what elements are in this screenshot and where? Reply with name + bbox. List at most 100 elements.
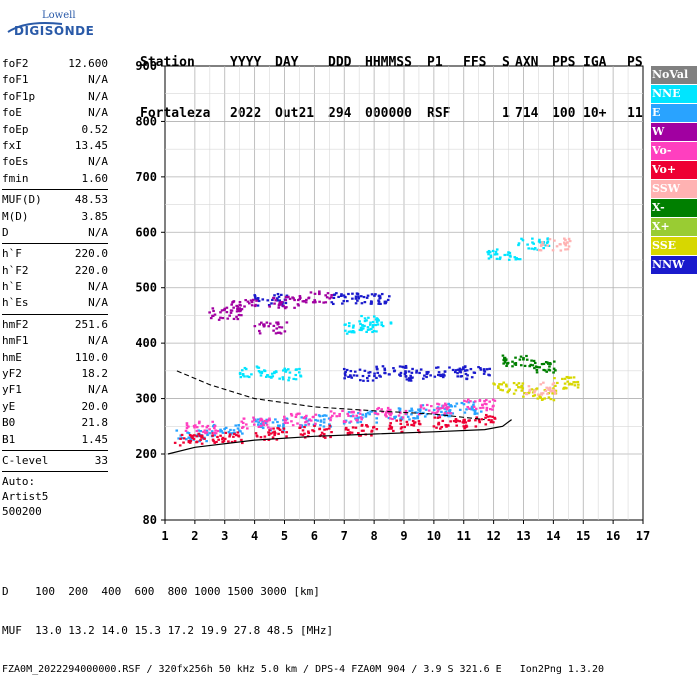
echo-point — [303, 300, 306, 303]
echo-point — [485, 368, 489, 371]
echo-point — [221, 431, 225, 434]
echo-point — [383, 300, 387, 303]
echo-point — [243, 375, 246, 378]
echo-point — [522, 395, 525, 398]
echo-point — [445, 408, 449, 411]
echo-point — [499, 256, 502, 259]
echo-point — [383, 302, 387, 305]
echo-point — [267, 438, 271, 441]
echo-point — [346, 431, 350, 435]
param-label: foF1 — [2, 73, 29, 87]
echo-point — [365, 296, 369, 299]
echo-point — [517, 382, 521, 385]
echo-point — [232, 435, 235, 438]
header-value: Fortaleza — [140, 106, 211, 121]
x-tick-label: 3 — [221, 529, 228, 543]
echo-point — [230, 440, 234, 444]
echo-point — [304, 301, 308, 304]
echo-point — [487, 253, 490, 256]
echo-point — [295, 413, 298, 416]
echo-point — [213, 431, 216, 434]
echo-point — [504, 358, 508, 361]
echo-point — [263, 435, 267, 438]
echo-point — [327, 417, 331, 420]
echo-point — [318, 290, 321, 293]
echo-point — [219, 430, 222, 433]
echo-point — [184, 429, 188, 432]
echo-point — [278, 301, 282, 304]
echo-point — [277, 432, 280, 435]
echo-point — [197, 432, 201, 435]
echo-point — [354, 302, 358, 305]
param-row: foEs N/A — [2, 154, 108, 170]
echo-point — [540, 362, 544, 366]
echo-point — [372, 426, 375, 429]
param-label: h`F — [2, 247, 22, 261]
echo-point — [441, 374, 445, 377]
echo-point — [468, 419, 471, 422]
echo-point — [405, 378, 409, 381]
echo-point — [470, 408, 473, 411]
echo-point — [377, 302, 381, 305]
echo-point — [508, 251, 512, 255]
echo-point — [416, 411, 419, 414]
param-value: 0.52 — [81, 122, 109, 136]
echo-point — [462, 425, 466, 428]
echo-point — [323, 414, 326, 417]
echo-point — [246, 427, 249, 430]
echo-point — [525, 354, 528, 358]
echo-point — [285, 321, 289, 324]
echo-point — [462, 403, 466, 406]
echo-point — [236, 427, 240, 430]
echo-point — [425, 413, 429, 416]
echo-point — [228, 433, 232, 436]
echo-point — [458, 367, 462, 370]
echo-point — [539, 383, 543, 386]
echo-point — [517, 243, 520, 247]
echo-point — [499, 388, 502, 391]
echo-point — [385, 415, 388, 418]
echo-point — [546, 244, 550, 247]
echo-point — [453, 405, 457, 408]
echo-point — [240, 314, 243, 317]
footer-distance-row: D 100 200 400 600 800 1000 1500 3000 [km… — [2, 585, 320, 598]
param-value: N/A — [88, 106, 108, 120]
echo-point — [244, 423, 248, 426]
x-tick-label: 8 — [371, 529, 378, 543]
param-label: hmF2 — [2, 317, 29, 331]
param-label: h`Es — [2, 296, 29, 310]
echo-point — [366, 326, 370, 329]
echo-point — [455, 402, 459, 405]
echo-point — [494, 250, 498, 253]
echo-point — [188, 434, 192, 437]
echo-point — [234, 434, 238, 437]
echo-point — [539, 396, 542, 399]
param-row: yF2 18.2 — [2, 366, 108, 382]
echo-point — [543, 369, 547, 372]
echo-point — [355, 419, 359, 422]
echo-point — [311, 301, 315, 304]
echo-point — [406, 423, 409, 426]
x-tick-label: 9 — [400, 529, 407, 543]
echo-point — [279, 332, 283, 335]
echo-point — [436, 402, 439, 405]
echo-point — [365, 319, 368, 322]
echo-point — [479, 368, 483, 371]
echo-point — [471, 406, 474, 409]
echo-point — [317, 414, 321, 417]
echo-point — [436, 406, 440, 409]
echo-point — [532, 359, 536, 363]
x-tick-label: 7 — [341, 529, 348, 543]
echo-point — [305, 298, 308, 302]
echo-point — [226, 317, 230, 320]
echo-point — [527, 391, 531, 394]
echo-point — [182, 441, 185, 444]
echo-point — [238, 300, 242, 304]
echo-point — [551, 249, 555, 252]
param-label: C-level — [2, 453, 49, 467]
echo-point — [325, 296, 329, 299]
echo-point — [187, 432, 191, 435]
echo-point — [451, 368, 455, 372]
param-label: MUF(D) — [2, 193, 42, 207]
echo-point — [358, 328, 362, 331]
